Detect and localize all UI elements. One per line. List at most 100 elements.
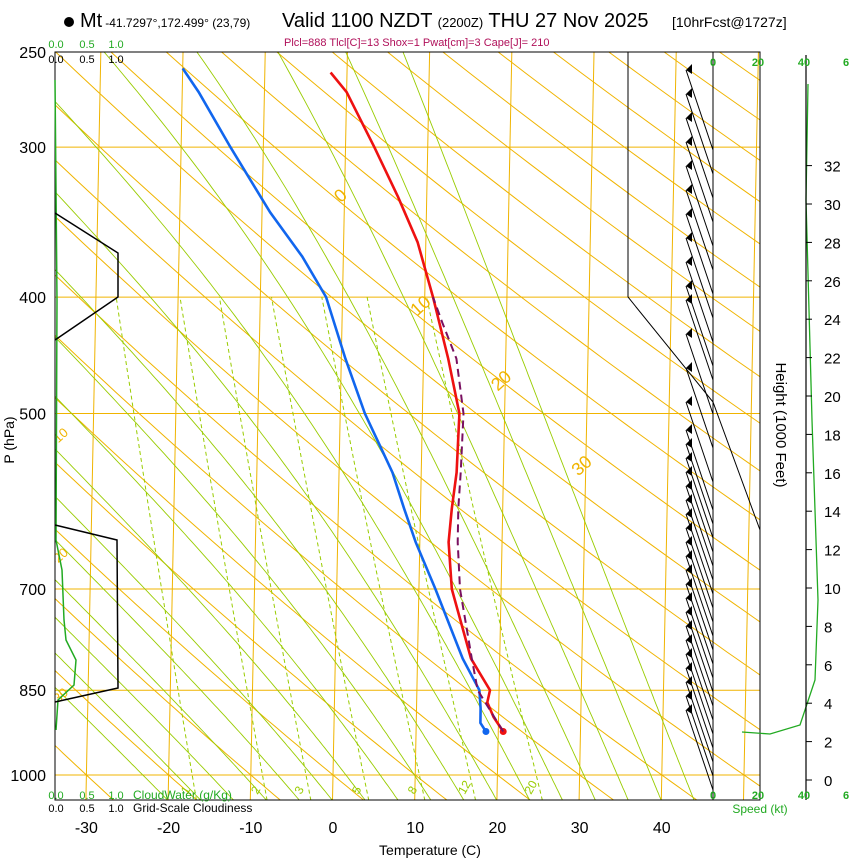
wind-barb-flag: [686, 362, 692, 372]
wind-barb: [685, 333, 714, 415]
wind-barb-flag: [686, 438, 692, 448]
wind-barb: [685, 237, 714, 319]
cloudwater-top-label: 0.0: [48, 39, 63, 51]
wind-barb-flag: [686, 160, 692, 170]
moist-adiabat: [55, 448, 366, 800]
moist-adiabat: [345, 52, 662, 800]
dry-adiabat: [55, 597, 282, 800]
height-tick-label: 0: [824, 773, 832, 790]
temperature-line: [329, 71, 505, 733]
wind-barb-flag: [686, 136, 692, 146]
dewpoint-line-surface-point: [482, 728, 490, 736]
cloudwater-line: [54, 79, 77, 731]
wind-barb-flag: [686, 508, 692, 518]
temp-tick-label: -30: [75, 820, 98, 837]
cloudiness-top-label: 1.0: [108, 54, 123, 66]
wind-barb-flag: [686, 88, 692, 98]
pressure-tick-label: 500: [19, 407, 46, 424]
wind-barb: [685, 189, 714, 271]
dry-adiabat: [331, 52, 760, 378]
moist-adiabat: [55, 579, 267, 800]
wind-barb-flag: [686, 550, 692, 560]
dry-adiabat: [55, 274, 698, 800]
dry-adiabat: [442, 52, 760, 288]
isotherm-line: [578, 52, 595, 800]
plot-frame: [54, 51, 761, 801]
wind-barb-flag: [686, 294, 692, 304]
wind-barb-flag: [686, 522, 692, 532]
moist-adiabat: [55, 616, 235, 800]
dry-adiabat: [165, 52, 760, 521]
wind-barb: [685, 93, 714, 175]
wind-barb: [685, 117, 714, 199]
mixing-ratio-label: 20: [521, 778, 540, 797]
moist-adiabat: [55, 539, 300, 800]
cloudiness-bottom-label: 1.0: [108, 803, 123, 815]
temp-tick-label: -10: [239, 820, 262, 837]
isotherm-line: [332, 52, 348, 800]
dry-adiabat: [55, 104, 760, 676]
pressure-tick-label: 850: [19, 683, 46, 700]
temp-tick-label: 20: [489, 820, 507, 837]
y-axis-label: P (hPa): [1, 416, 17, 463]
wind-barb-flag: [686, 328, 692, 338]
pressure-tick-label: 1000: [10, 768, 46, 785]
mixing-ratio-line: [426, 296, 543, 800]
moist-adiabat: [55, 395, 399, 800]
height-tick-label: 22: [824, 351, 841, 368]
moist-adiabat: [55, 495, 333, 800]
wind-speed-line: [741, 83, 819, 735]
forecast-label: [10hrFcst@1727z]: [672, 14, 787, 30]
isotherm-line: [414, 52, 431, 800]
dry-adiabat: [55, 461, 448, 800]
wind-bottom-label: 40: [798, 790, 810, 802]
dry-adiabat: [55, 669, 198, 800]
valid-label: Valid 1100 NZDT: [282, 10, 433, 32]
wind-barb-flag: [686, 648, 692, 658]
x-axis-label: Temperature (C): [379, 842, 481, 858]
height-tick-label: 4: [824, 696, 832, 713]
wind-barb-flag: [686, 184, 692, 194]
wind-speed-label: Speed (kt): [732, 802, 787, 816]
date-label: THU 27 Nov 2025: [488, 10, 649, 32]
site-name: Mt: [80, 10, 103, 32]
wind-barb-flag: [686, 564, 692, 574]
height-tick-label: 18: [824, 427, 841, 444]
isotherm-line: [167, 52, 184, 800]
wind-top-label: 0: [710, 57, 716, 69]
height-tick-label: 2: [824, 735, 832, 752]
wind-barb-flag: [686, 424, 692, 434]
moist-adiabat: [55, 652, 202, 800]
height-tick-label: 12: [824, 543, 841, 560]
wind-barb: [685, 401, 714, 483]
wind-barb: [685, 69, 714, 151]
height-tick-label: 14: [824, 504, 841, 521]
isotherm-line: [826, 31, 841, 801]
mixing-ratio-line: [115, 297, 197, 800]
wind-panel-boundary: [627, 52, 761, 531]
mixing-ratio-line: [271, 297, 370, 800]
cloudwater-bottom-label: 0.0: [48, 790, 63, 802]
mixing-ratio-line: [366, 297, 477, 800]
mixing-ratio-line: [179, 297, 268, 800]
wind-barb-flag: [686, 704, 692, 714]
moist-adiabat: [103, 52, 563, 800]
wind-barb: [685, 367, 714, 449]
wind-barb: [685, 709, 714, 791]
cloudiness-top-label: 0.5: [79, 54, 94, 66]
dry-adiabat: [110, 52, 760, 571]
chart-frame: [54, 51, 761, 801]
wind-barb-flag: [686, 634, 692, 644]
wind-bottom-label: 0: [710, 790, 716, 802]
wind-barb-flag: [686, 64, 692, 74]
cloudwater-top-label: 1.0: [108, 39, 123, 51]
side-panels: [54, 55, 819, 800]
wind-barb-flag: [686, 280, 692, 290]
wind-barb-flag: [686, 676, 692, 686]
cloudiness-top-label: 0.0: [48, 54, 63, 66]
site-dot-icon: [64, 16, 74, 27]
cloudiness-bottom-label: 0.5: [79, 803, 94, 815]
